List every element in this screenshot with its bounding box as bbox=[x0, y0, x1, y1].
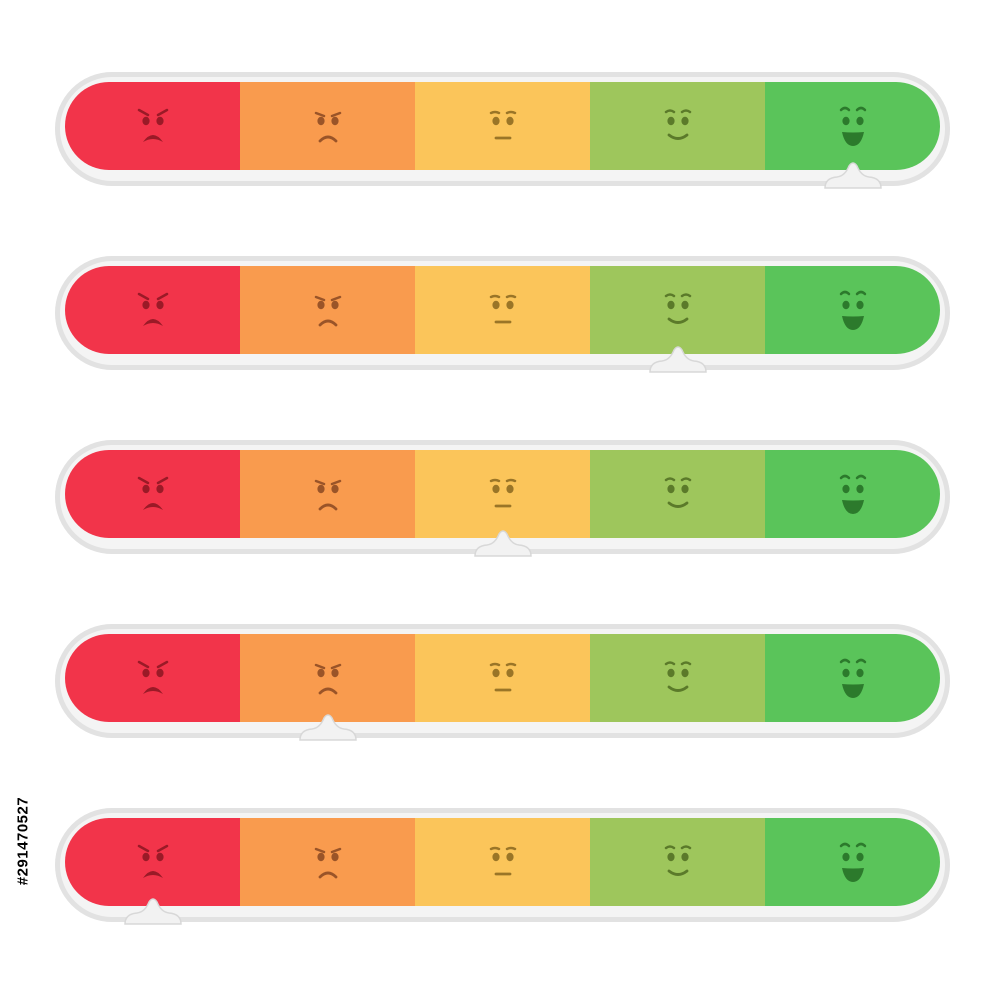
segment-neutral[interactable] bbox=[415, 82, 590, 170]
segment-neutral[interactable] bbox=[415, 266, 590, 354]
segment-happy[interactable] bbox=[765, 818, 940, 906]
slider-pointer[interactable] bbox=[823, 160, 883, 190]
stock-id-label: #291470527 bbox=[13, 766, 33, 916]
segment-content[interactable] bbox=[590, 818, 765, 906]
meter-scale bbox=[65, 818, 940, 906]
slider-pointer[interactable] bbox=[298, 712, 358, 742]
slider-pointer[interactable] bbox=[473, 528, 533, 558]
segment-sad[interactable] bbox=[240, 634, 415, 722]
rating-meter bbox=[55, 440, 950, 557]
segment-angry[interactable] bbox=[65, 82, 240, 170]
stock-id-text: #291470527 bbox=[14, 796, 32, 886]
segment-content[interactable] bbox=[590, 266, 765, 354]
segment-sad[interactable] bbox=[240, 450, 415, 538]
segment-content[interactable] bbox=[590, 82, 765, 170]
segment-happy[interactable] bbox=[765, 634, 940, 722]
segment-happy[interactable] bbox=[765, 266, 940, 354]
meter-scale bbox=[65, 634, 940, 722]
segment-angry[interactable] bbox=[65, 450, 240, 538]
segment-neutral[interactable] bbox=[415, 634, 590, 722]
segment-sad[interactable] bbox=[240, 818, 415, 906]
rating-meter bbox=[55, 624, 950, 741]
segment-neutral[interactable] bbox=[415, 818, 590, 906]
meter-scale bbox=[65, 82, 940, 170]
rating-meter bbox=[55, 808, 950, 925]
segment-sad[interactable] bbox=[240, 82, 415, 170]
slider-pointer[interactable] bbox=[648, 344, 708, 374]
segment-angry[interactable] bbox=[65, 634, 240, 722]
segment-happy[interactable] bbox=[765, 450, 940, 538]
segment-angry[interactable] bbox=[65, 266, 240, 354]
segment-content[interactable] bbox=[590, 450, 765, 538]
meter-scale bbox=[65, 450, 940, 538]
rating-meter bbox=[55, 72, 950, 189]
segment-neutral[interactable] bbox=[415, 450, 590, 538]
rating-meter bbox=[55, 256, 950, 373]
meter-scale bbox=[65, 266, 940, 354]
slider-pointer[interactable] bbox=[123, 896, 183, 926]
segment-happy[interactable] bbox=[765, 82, 940, 170]
segment-angry[interactable] bbox=[65, 818, 240, 906]
segment-content[interactable] bbox=[590, 634, 765, 722]
segment-sad[interactable] bbox=[240, 266, 415, 354]
